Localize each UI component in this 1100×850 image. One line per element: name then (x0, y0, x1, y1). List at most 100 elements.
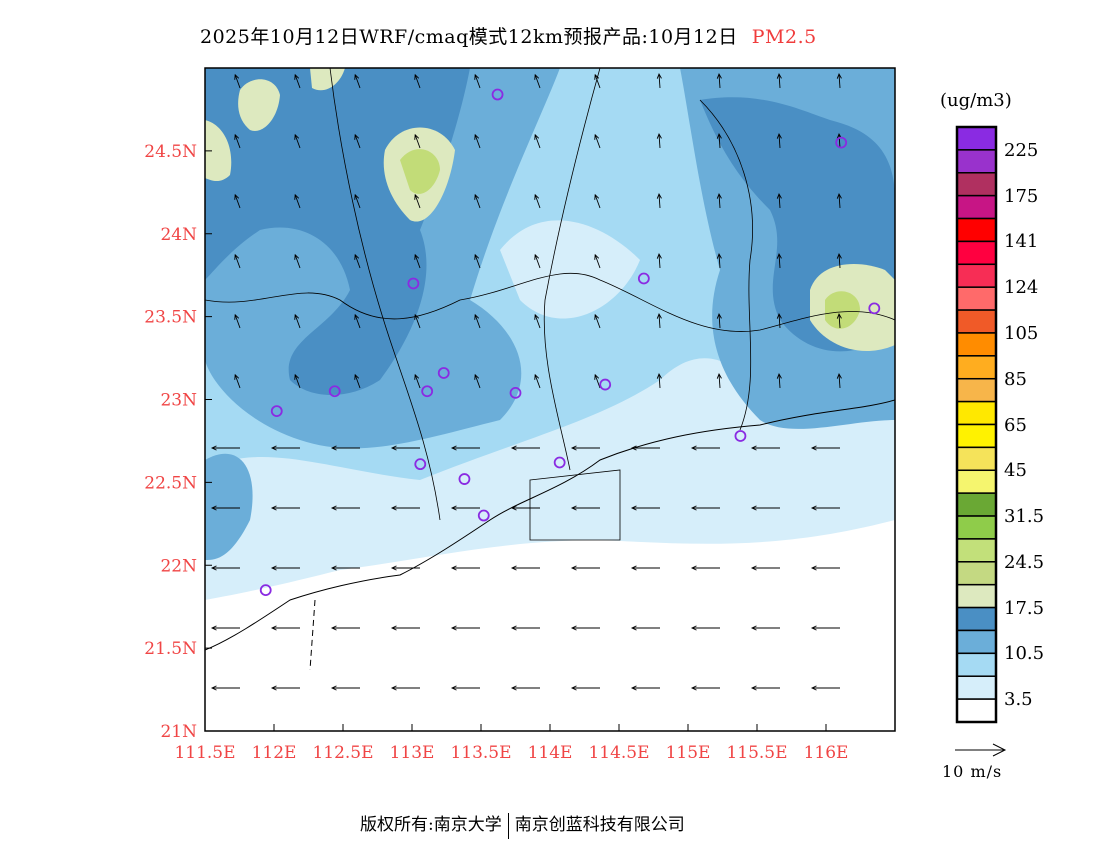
wind-arrow (716, 192, 722, 209)
wind-arrow (810, 625, 840, 631)
wind-arrow (656, 72, 662, 89)
station-marker (868, 302, 881, 315)
wind-arrow (716, 72, 722, 89)
wind-arrow (510, 505, 540, 511)
station-marker (421, 385, 434, 398)
wind-arrow (570, 445, 600, 451)
wind-arrow (450, 445, 480, 451)
colorbar-segment (956, 286, 997, 311)
wind-arrow (534, 373, 541, 389)
wind-arrow (414, 193, 421, 209)
wind-arrow (270, 505, 300, 511)
wind-arrow (414, 73, 421, 89)
wind-arrow (630, 685, 660, 691)
colorbar-segment (956, 606, 997, 632)
wind-arrow (294, 253, 301, 269)
wind-arrow (390, 625, 420, 631)
colorbar-segment (956, 515, 997, 540)
station-marker (259, 584, 272, 597)
wind-arrow (716, 252, 722, 269)
colorbar-label: 141 (1004, 231, 1039, 253)
wind-arrow (750, 625, 780, 631)
wind-arrow (234, 313, 241, 329)
pollutant-label: PM2.5 (751, 26, 817, 48)
colorbar-label: 124 (1004, 277, 1039, 299)
y-tick-label: 23N (160, 391, 197, 411)
wind-arrow (836, 252, 842, 269)
wind-arrow (294, 373, 301, 389)
wind-arrow (594, 133, 601, 149)
wind-arrow (414, 313, 421, 329)
colorbar-label: 24.5 (1004, 551, 1045, 573)
colorbar-segment (956, 309, 997, 334)
wind-arrow (690, 505, 720, 511)
y-tick-label: 22N (160, 556, 197, 576)
wind-reference-arrow (955, 743, 1007, 757)
colorbar-label: 17.5 (1004, 597, 1045, 619)
colorbar-segment (956, 240, 997, 266)
wind-arrow (294, 313, 301, 329)
x-tick-label: 114.5E (588, 743, 649, 763)
wind-arrow (534, 193, 541, 209)
colorbar-segment (956, 629, 997, 655)
station-marker (458, 473, 471, 485)
colorbar-segment (956, 217, 997, 243)
wind-arrow (354, 253, 361, 269)
wind-arrow (656, 312, 662, 329)
x-tick-label: 116E (804, 743, 849, 763)
wind-arrow (534, 313, 541, 329)
wind-arrow (810, 445, 840, 451)
wind-arrow (294, 73, 301, 89)
wind-arrow (330, 685, 360, 691)
wind-arrow (810, 505, 840, 511)
y-tick-label: 24N (160, 225, 197, 245)
colorbar-segment (956, 400, 997, 426)
wind-arrow (270, 625, 300, 631)
colorbar-label: 3.5 (1004, 689, 1033, 711)
wind-arrow (836, 72, 842, 89)
wind-arrow (716, 132, 722, 149)
wind-arrow (390, 565, 420, 571)
wind-arrow (534, 253, 541, 269)
station-markers (259, 88, 881, 597)
x-tick-label: 112E (252, 743, 297, 763)
colorbar-segment (956, 561, 997, 586)
x-tick-label: 112.5E (312, 743, 373, 763)
wind-arrow (450, 505, 480, 511)
colorbar (955, 125, 998, 724)
wind-vectors (210, 72, 842, 691)
wind-arrow (234, 373, 241, 389)
wind-arrow (210, 565, 240, 571)
station-marker (328, 385, 341, 398)
colorbar-segment (956, 172, 997, 197)
wind-arrow (810, 685, 840, 691)
wind-arrow (354, 133, 361, 149)
colorbar-label: 31.5 (1004, 506, 1045, 528)
colorbar-segment (956, 583, 997, 609)
wind-arrow (570, 565, 600, 571)
colorbar-segment (956, 469, 997, 494)
wind-arrow (270, 565, 300, 571)
wind-arrow (474, 133, 481, 149)
x-tick-label: 115.5E (726, 743, 787, 763)
y-tick-label: 21.5N (144, 639, 197, 659)
x-tick-label: 113E (390, 743, 435, 763)
wind-arrow (656, 372, 662, 389)
x-tick-label: 113.5E (450, 743, 511, 763)
wind-arrow (836, 372, 842, 389)
colorbar-segment (956, 423, 997, 449)
colorbar-segment (956, 446, 997, 472)
wind-arrow (570, 625, 600, 631)
wind-arrow (270, 445, 300, 451)
station-marker (509, 386, 522, 399)
wind-arrow (414, 253, 421, 269)
colorbar-segment (956, 652, 997, 677)
station-marker (270, 405, 283, 418)
wind-arrow (474, 373, 481, 389)
wind-arrow (414, 133, 421, 149)
wind-arrow (594, 73, 601, 89)
wind-arrow (510, 565, 540, 571)
wind-arrow (750, 505, 780, 511)
